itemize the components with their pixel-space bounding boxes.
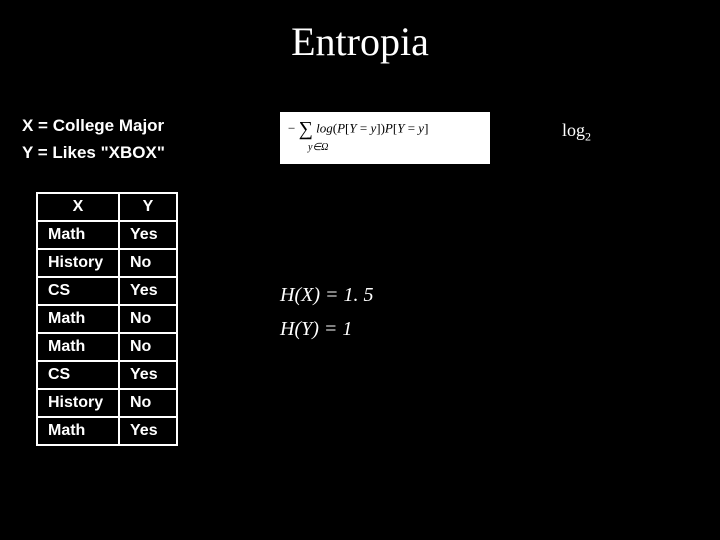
variable-definitions: X = College Major Y = Likes "XBOX" (22, 112, 165, 166)
table-row: MathNo (37, 333, 177, 361)
formula-subscript: y∈Ω (308, 142, 328, 153)
table-row: HistoryNo (37, 249, 177, 277)
table-row: MathNo (37, 305, 177, 333)
data-table: X Y MathYes HistoryNo CSYes MathNo MathN… (36, 192, 178, 446)
table-row: CSYes (37, 361, 177, 389)
slide-title: Entropia (0, 0, 720, 65)
table-row: HistoryNo (37, 389, 177, 417)
log-base-label: log2 (562, 120, 591, 145)
table-body: MathYes HistoryNo CSYes MathNo MathNo CS… (37, 221, 177, 445)
definition-x: X = College Major (22, 112, 165, 139)
table-header-y: Y (119, 193, 177, 221)
entropy-results: H(X) = 1. 5 H(Y) = 1 (280, 278, 373, 346)
result-hx: H(X) = 1. 5 (280, 278, 373, 312)
table-row: MathYes (37, 221, 177, 249)
table-row: MathYes (37, 417, 177, 445)
entropy-formula: − ∑ log(P[Y = y])P[Y = y] y∈Ω (280, 112, 490, 164)
definition-y: Y = Likes "XBOX" (22, 139, 165, 166)
result-hy: H(Y) = 1 (280, 312, 373, 346)
table-header-x: X (37, 193, 119, 221)
formula-main: − ∑ log(P[Y = y])P[Y = y] (288, 118, 428, 141)
table-row: CSYes (37, 277, 177, 305)
